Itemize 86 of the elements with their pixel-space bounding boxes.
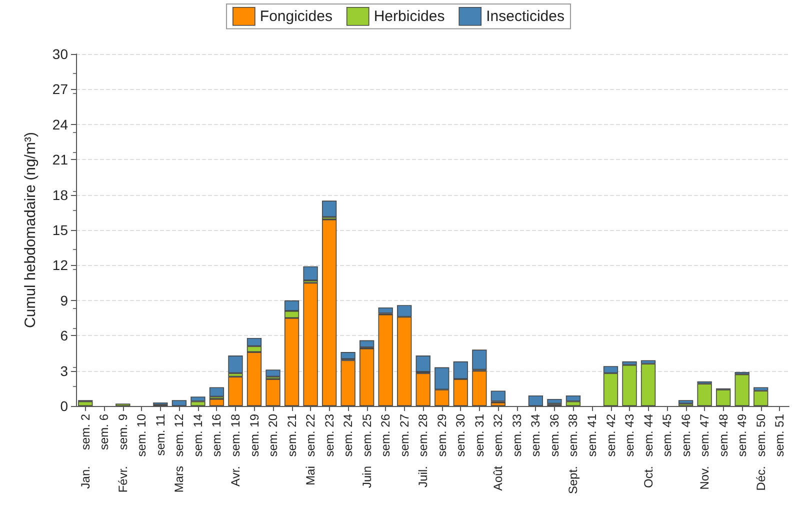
x-tick-label: sem. 42 xyxy=(604,414,618,457)
x-tick-label: sem. 41 xyxy=(584,414,599,457)
bar xyxy=(528,395,544,406)
x-tick-label: sem. 33 xyxy=(510,414,524,457)
legend-label: Fongicides xyxy=(260,8,332,25)
legend-label: Herbicides xyxy=(374,8,445,25)
y-tick-label: 30 xyxy=(52,46,68,62)
x-tick-label: sem. 24 xyxy=(341,414,356,457)
x-tick-label: sem. 43 xyxy=(622,414,637,457)
x-tick-label: sem. 36 xyxy=(547,414,562,457)
y-tick-label: 27 xyxy=(52,81,68,98)
x-tick-label: sem. 26 xyxy=(378,414,393,457)
x-tick-label: sem. 30 xyxy=(454,414,468,457)
y-tick-label: 21 xyxy=(52,152,68,168)
x-tick-label: sem. 11 xyxy=(153,414,168,456)
text: Sept. xyxy=(566,466,580,494)
x-tick-label: sem. 46 xyxy=(678,414,693,457)
bar xyxy=(228,376,243,406)
text: Mars xyxy=(172,466,186,493)
x-tick-label: sem. 49 xyxy=(735,414,750,457)
y-tick-label: 0 xyxy=(60,398,68,414)
x-tick-label: sem. 38 xyxy=(566,414,580,457)
y-tick-label: 15 xyxy=(52,222,68,238)
x-tick-label: sem. 22 xyxy=(304,414,318,457)
bar xyxy=(303,282,318,406)
x-tick-label: sem. 21 xyxy=(284,414,299,457)
bar xyxy=(547,398,562,404)
y-tick-label: 9 xyxy=(60,292,68,308)
bar xyxy=(303,266,318,280)
x-tick-label: sem. 31 xyxy=(472,414,486,457)
bar xyxy=(228,356,243,374)
x-tick-label: sem. 10 xyxy=(134,414,149,457)
bar xyxy=(640,364,656,406)
text: Juin xyxy=(360,466,374,488)
x-tick-label: sem. 48 xyxy=(716,414,730,457)
y-tick-label: 6 xyxy=(60,328,68,344)
x-tick-label: sem. 32 xyxy=(491,414,506,457)
x-tick-label: sem. 47 xyxy=(698,414,712,457)
x-tick-label: sem. 9 xyxy=(116,414,130,450)
bar xyxy=(266,379,280,406)
x-tick-label: sem. 45 xyxy=(660,414,674,457)
bar xyxy=(78,401,93,406)
x-tick-label: sem. 20 xyxy=(266,414,280,457)
x-tick-label: sem. 34 xyxy=(528,414,543,457)
bar xyxy=(209,387,224,397)
text: Mai xyxy=(304,466,318,486)
bar xyxy=(734,374,750,406)
bar xyxy=(322,219,337,406)
x-tick-label: sem. 51 xyxy=(772,414,787,457)
bar xyxy=(266,370,280,377)
text: Avr. xyxy=(228,466,242,486)
bar xyxy=(754,390,768,406)
x-tick-label: sem. 27 xyxy=(397,414,412,457)
bar xyxy=(322,200,337,218)
y-tick-label: 24 xyxy=(52,116,68,132)
x-tick-label: sem. 14 xyxy=(190,414,205,457)
x-tick-label: sem. 23 xyxy=(322,414,336,457)
bar xyxy=(678,400,694,404)
x-tick-label: sem. 28 xyxy=(416,414,430,457)
text: Août xyxy=(491,465,506,491)
bar xyxy=(622,364,637,406)
bar xyxy=(716,390,731,406)
x-tick-label: sem. 25 xyxy=(360,414,374,457)
x-tick-label: sem. 44 xyxy=(641,414,656,457)
bar xyxy=(209,398,224,406)
x-tick-label: sem. 2 xyxy=(78,414,92,450)
x-tick-label: sem. 50 xyxy=(754,414,768,457)
x-tick-label: sem. 29 xyxy=(434,414,449,457)
y-tick-label: 18 xyxy=(52,186,68,203)
x-tick-label: sem. 19 xyxy=(247,414,262,457)
text: Déc. xyxy=(754,466,768,491)
text: Jan. xyxy=(78,466,92,489)
legend-label: Insecticides xyxy=(486,8,564,25)
x-tick-label: sem. 12 xyxy=(172,414,186,457)
bar xyxy=(172,400,187,406)
text: Oct. xyxy=(641,466,656,488)
text: Févr. xyxy=(116,466,130,493)
bar xyxy=(697,384,712,406)
y-tick-label: 12 xyxy=(52,257,68,274)
text: Juil. xyxy=(416,466,430,488)
x-tick-label: sem. 16 xyxy=(210,414,224,457)
text: Nov. xyxy=(698,466,712,490)
x-tick-label: sem. 18 xyxy=(228,414,242,457)
y-axis-title: Cumul hebdomadaire (ng/m³) xyxy=(22,132,39,328)
y-tick-label: 3 xyxy=(60,362,68,379)
x-tick-label: sem. 6 xyxy=(97,414,112,450)
